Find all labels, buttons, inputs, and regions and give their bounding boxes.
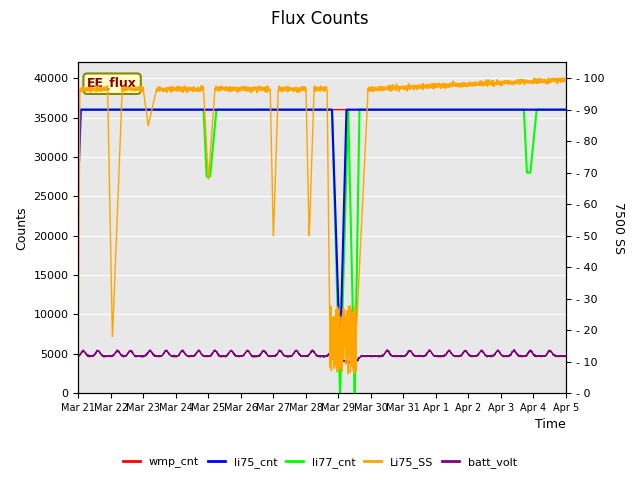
Y-axis label: Counts: Counts	[15, 206, 28, 250]
X-axis label: Time: Time	[535, 419, 566, 432]
Legend: wmp_cnt, li75_cnt, li77_cnt, Li75_SS, batt_volt: wmp_cnt, li75_cnt, li77_cnt, Li75_SS, ba…	[119, 452, 521, 472]
Text: EE_flux: EE_flux	[87, 77, 137, 90]
Text: Flux Counts: Flux Counts	[271, 10, 369, 28]
Y-axis label: 7500 SS: 7500 SS	[612, 202, 625, 254]
